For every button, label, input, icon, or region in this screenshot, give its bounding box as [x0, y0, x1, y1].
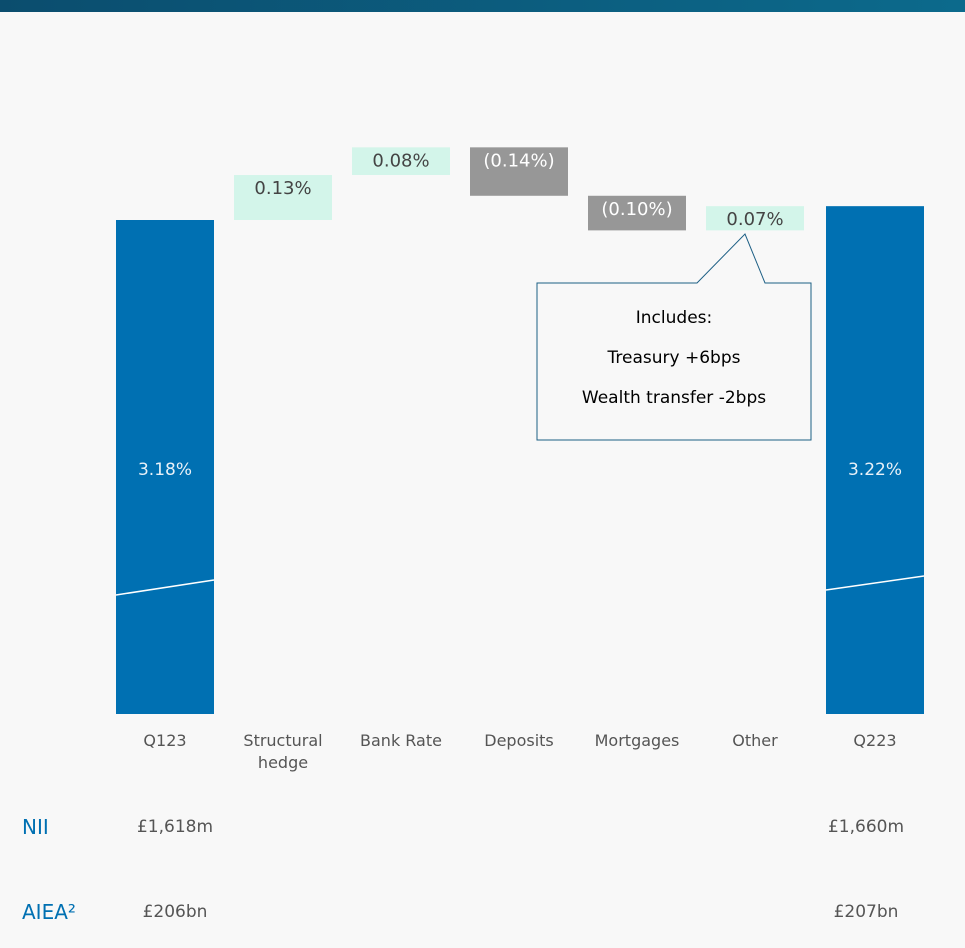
bar: [116, 220, 214, 714]
value-label: (0.14%): [483, 150, 554, 171]
row-value: £1,618m: [136, 817, 214, 837]
bar: [826, 206, 924, 714]
value-label: 3.18%: [138, 460, 192, 480]
x-tick-label: Structural hedge: [243, 731, 323, 772]
callout-text: Treasury +6bps: [607, 348, 741, 368]
x-tick-label: Q223: [853, 731, 897, 750]
value-label: 3.22%: [848, 460, 902, 480]
x-tick-label: Q123: [143, 731, 187, 750]
value-label: 0.13%: [254, 178, 311, 199]
value-label: 0.07%: [726, 209, 783, 230]
row-value: £207bn: [833, 902, 899, 922]
axis-break: [115, 579, 215, 596]
delta-box: [234, 175, 332, 220]
callout-text: Wealth transfer -2bps: [582, 388, 766, 408]
value-label: (0.10%): [601, 199, 672, 220]
top-bar: [0, 0, 965, 12]
row-value: £1,660m: [827, 817, 905, 837]
x-tick-label: Deposits: [484, 731, 554, 750]
callout-text: Includes:: [636, 308, 712, 328]
row-label: AIEA²: [22, 900, 76, 924]
callout-box: [536, 233, 812, 441]
axis-break: [825, 575, 925, 591]
row-label: NII: [22, 815, 49, 839]
delta-box: [588, 195, 686, 231]
row-value: £206bn: [142, 902, 208, 922]
x-tick-label: Mortgages: [594, 731, 680, 750]
delta-box: [352, 147, 450, 176]
delta-box: [706, 206, 804, 231]
delta-box: [470, 147, 568, 196]
x-tick-label: Other: [732, 731, 778, 750]
x-tick-label: Bank Rate: [360, 731, 442, 750]
value-label: 0.08%: [372, 150, 429, 171]
